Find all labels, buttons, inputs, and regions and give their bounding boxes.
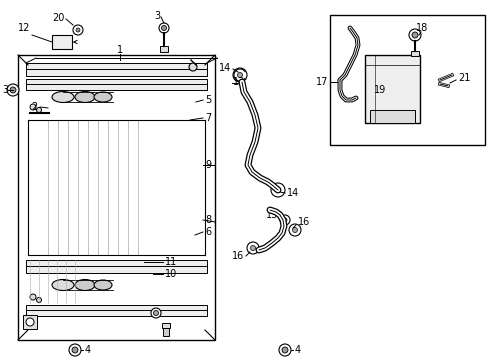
Bar bbox=[23, 315, 37, 329]
Circle shape bbox=[411, 32, 417, 38]
Ellipse shape bbox=[75, 91, 95, 103]
Circle shape bbox=[246, 242, 259, 254]
Text: 1: 1 bbox=[117, 45, 123, 55]
Text: 20: 20 bbox=[53, 13, 65, 23]
Text: 7: 7 bbox=[204, 113, 211, 123]
Text: 16: 16 bbox=[231, 251, 244, 261]
Circle shape bbox=[292, 228, 297, 233]
Bar bbox=[26, 79, 206, 85]
Circle shape bbox=[250, 246, 255, 251]
Circle shape bbox=[283, 218, 286, 222]
Circle shape bbox=[76, 28, 80, 32]
Bar bbox=[26, 305, 206, 311]
Bar bbox=[26, 260, 206, 267]
Circle shape bbox=[30, 104, 36, 110]
Bar bbox=[162, 323, 170, 328]
Ellipse shape bbox=[94, 280, 112, 290]
Text: 14: 14 bbox=[286, 188, 299, 198]
Circle shape bbox=[72, 347, 78, 353]
Circle shape bbox=[7, 84, 19, 96]
Text: 18: 18 bbox=[415, 23, 427, 33]
Text: 21: 21 bbox=[457, 73, 469, 83]
Bar bbox=[26, 310, 206, 316]
Text: 15: 15 bbox=[265, 210, 278, 220]
Circle shape bbox=[408, 29, 420, 41]
Ellipse shape bbox=[52, 91, 74, 103]
Ellipse shape bbox=[52, 279, 74, 291]
Bar bbox=[369, 110, 414, 123]
Text: 6: 6 bbox=[204, 227, 211, 237]
Circle shape bbox=[280, 215, 289, 225]
Circle shape bbox=[37, 297, 41, 302]
Circle shape bbox=[159, 23, 169, 33]
Circle shape bbox=[26, 318, 34, 326]
Text: 4: 4 bbox=[85, 345, 91, 355]
Circle shape bbox=[279, 344, 290, 356]
Ellipse shape bbox=[94, 92, 112, 102]
Text: 12: 12 bbox=[18, 23, 30, 33]
Circle shape bbox=[237, 72, 242, 77]
Bar bbox=[52, 35, 72, 49]
Text: 8: 8 bbox=[204, 215, 211, 225]
Circle shape bbox=[73, 25, 83, 35]
Text: 3: 3 bbox=[2, 85, 8, 95]
Text: 4: 4 bbox=[294, 345, 301, 355]
Circle shape bbox=[37, 108, 41, 112]
Bar bbox=[26, 84, 206, 90]
Circle shape bbox=[270, 183, 285, 197]
Text: 9: 9 bbox=[204, 160, 211, 170]
Text: 2: 2 bbox=[32, 102, 38, 112]
Text: 19: 19 bbox=[373, 85, 386, 95]
Text: 16: 16 bbox=[297, 217, 309, 227]
Circle shape bbox=[69, 344, 81, 356]
Text: 10: 10 bbox=[164, 269, 177, 279]
Circle shape bbox=[288, 224, 301, 236]
Circle shape bbox=[232, 68, 246, 82]
Text: 3: 3 bbox=[154, 11, 160, 21]
Circle shape bbox=[10, 87, 16, 93]
Text: 11: 11 bbox=[164, 257, 177, 267]
Text: 5: 5 bbox=[204, 95, 211, 105]
Bar bbox=[18, 55, 215, 340]
Text: 14: 14 bbox=[218, 63, 230, 73]
Bar bbox=[410, 51, 418, 56]
Bar bbox=[26, 63, 206, 70]
Circle shape bbox=[161, 26, 166, 31]
Circle shape bbox=[30, 294, 36, 300]
Text: 13: 13 bbox=[232, 77, 245, 87]
Text: 17: 17 bbox=[315, 77, 327, 87]
Bar bbox=[329, 15, 484, 145]
Circle shape bbox=[151, 308, 161, 318]
Circle shape bbox=[282, 347, 287, 353]
Bar bbox=[160, 46, 168, 52]
Bar bbox=[163, 328, 169, 336]
Bar bbox=[364, 55, 419, 123]
Ellipse shape bbox=[75, 279, 95, 291]
Circle shape bbox=[275, 188, 280, 193]
Circle shape bbox=[153, 310, 158, 315]
Bar bbox=[26, 266, 206, 273]
Bar bbox=[26, 69, 206, 76]
Circle shape bbox=[189, 63, 197, 71]
